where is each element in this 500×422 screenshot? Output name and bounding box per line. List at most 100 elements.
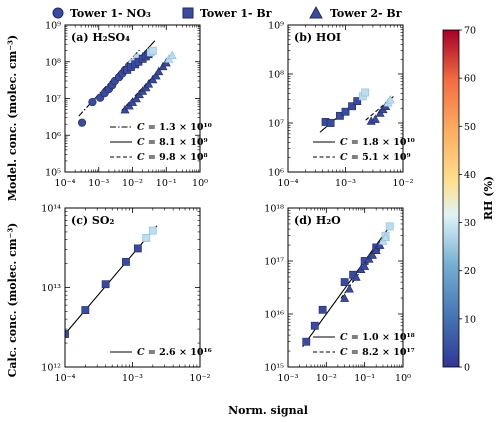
x-tick-label: 10⁻⁴ — [278, 178, 299, 189]
data-point-square — [148, 46, 157, 55]
data-point-triangle — [360, 261, 370, 270]
x-tick-label: 10⁻² — [316, 373, 337, 384]
y-tick-label: 10¹³ — [41, 283, 61, 294]
panel-d-h2o: 10⁻³ 10⁻² 10⁻¹ 10⁰ 10¹⁵ 10¹⁶ 10¹⁷ 10¹⁸ (d) H₂O C … — [264, 204, 415, 385]
y-axis-label-bottom: Calc. conc. (molec. cm⁻³) — [6, 223, 19, 378]
colorbar-tick-label: 0 — [464, 363, 470, 374]
plot-frame — [287, 207, 404, 368]
fit-legend-label: C = 1.3 × 10¹⁰ — [137, 122, 212, 133]
y-tick-label: 10⁶ — [45, 131, 61, 142]
x-tick-label: 10⁻¹ — [354, 373, 375, 384]
fit-legend-label: C = 1.8 × 10¹⁰ — [340, 137, 415, 148]
colorbar: RH (%) 0 10 20 30 40 50 60 70 — [442, 26, 495, 374]
data-point-circle — [77, 118, 87, 127]
data-point-square — [341, 107, 350, 116]
plot-frame — [64, 24, 201, 173]
data-point-square — [326, 119, 335, 127]
y-tick-label: 10⁵ — [45, 168, 61, 179]
data-point-triangle — [385, 94, 395, 104]
y-tick-label: 10⁷ — [268, 119, 284, 130]
data-point-triangle — [375, 240, 385, 249]
data-point-triangle — [154, 66, 164, 76]
data-point-square — [148, 226, 157, 235]
plot-area — [65, 225, 158, 338]
data-point-square — [353, 97, 362, 105]
data-point-square — [302, 337, 311, 346]
data-point-triangle — [144, 79, 154, 88]
colorbar-tick-label: 60 — [464, 74, 476, 85]
data-point-square — [81, 306, 90, 314]
fit-legend-label: C = 1.0 × 10¹⁸ — [340, 332, 415, 343]
data-point-triangle — [151, 70, 161, 80]
y-tick-label: 10⁷ — [45, 94, 61, 105]
y-tick-label: 10⁸ — [45, 57, 61, 68]
legend-label-tower2-br: Tower 2- Br — [330, 7, 402, 20]
x-tick-label: 10⁻² — [122, 178, 143, 189]
plot-frame — [64, 207, 201, 368]
data-point-circle — [88, 97, 97, 107]
fit-legend-label: C = 5.1 × 10⁹ — [340, 152, 411, 163]
x-tick-label: 10⁻² — [190, 373, 211, 384]
x-tick-label: 10⁰ — [395, 373, 411, 384]
panel-title: (c) SO₂ — [71, 214, 114, 227]
colorbar-tick-label: 30 — [464, 218, 476, 229]
panel-title: (d) H₂O — [294, 214, 341, 227]
legend: Tower 1- NO₃ Tower 1- Br Tower 2- Br — [52, 5, 402, 20]
colorbar-tick-label: 10 — [464, 314, 476, 325]
data-point-triangle — [351, 272, 361, 281]
fit-legend-label: C = 2.6 × 10¹⁶ — [137, 347, 212, 358]
plot-area — [302, 222, 394, 348]
data-point-square — [122, 257, 130, 266]
data-point-square — [133, 244, 142, 253]
x-axis-label: Norm. signal — [228, 404, 308, 417]
panel-title: (b) HOI — [294, 31, 341, 44]
data-point-square — [340, 278, 349, 286]
data-point-square — [318, 305, 327, 314]
colorbar-tick-label: 50 — [464, 122, 476, 133]
plot-area — [319, 88, 395, 133]
x-tick-label: 10⁻⁴ — [55, 178, 76, 189]
y-tick-label: 10⁸ — [268, 70, 284, 81]
y-tick-label: 10¹⁷ — [264, 257, 284, 268]
y-tick-label: 10¹⁵ — [264, 363, 284, 374]
plot-frame — [287, 24, 404, 173]
fit-legend-label: C = 9.8 × 10⁸ — [137, 152, 208, 163]
x-tick-label: 10⁻³ — [122, 373, 143, 384]
y-tick-label: 10¹⁴ — [41, 204, 61, 215]
data-point-triangle — [381, 232, 391, 242]
legend-label-tower1-no3: Tower 1- NO₃ — [70, 7, 151, 20]
data-point-square — [310, 321, 319, 330]
y-tick-label: 10¹⁶ — [264, 310, 284, 321]
colorbar-gradient — [442, 29, 460, 368]
x-tick-label: 10⁰ — [192, 178, 208, 189]
x-tick-label: 10⁻² — [393, 178, 414, 189]
data-point-square — [336, 111, 344, 120]
colorbar-label: RH (%) — [482, 176, 495, 220]
data-point-square — [361, 88, 370, 97]
colorbar-tick-label: 70 — [464, 26, 476, 37]
x-tick-label: 10⁻³ — [88, 178, 109, 189]
data-point-square — [142, 234, 151, 242]
legend-circle-marker — [52, 7, 64, 19]
data-point-triangle — [167, 50, 177, 60]
fit-legend-label: C = 8.1 × 10⁹ — [137, 137, 208, 148]
data-point-square — [348, 102, 356, 111]
data-point-triangle — [367, 250, 377, 259]
data-point-triangle — [340, 293, 350, 302]
data-point-triangle — [344, 284, 354, 293]
data-point-triangle — [370, 114, 380, 123]
y-tick-label: 10⁹ — [268, 21, 284, 32]
data-point-square — [101, 280, 110, 289]
x-tick-label: 10⁻¹ — [156, 178, 177, 189]
plot-area — [77, 40, 177, 127]
legend-square-marker — [182, 7, 194, 19]
x-tick-label: 10⁻³ — [278, 373, 299, 384]
fit-legend-label: C = 8.2 × 10¹⁷ — [340, 347, 415, 358]
panel-title: (a) H₂SO₄ — [71, 31, 130, 44]
y-tick-label: 10¹⁸ — [264, 204, 284, 215]
panel-a-h2so4: 10⁻⁴ 10⁻³ 10⁻² 10⁻¹ 10⁰ 10⁵ 10⁶ 10⁷ 10⁸ 10⁹ (a) H₂… — [45, 21, 212, 190]
colorbar-tick-label: 40 — [464, 170, 476, 181]
data-point-triangle — [371, 245, 381, 254]
legend-triangle-marker — [309, 5, 323, 19]
